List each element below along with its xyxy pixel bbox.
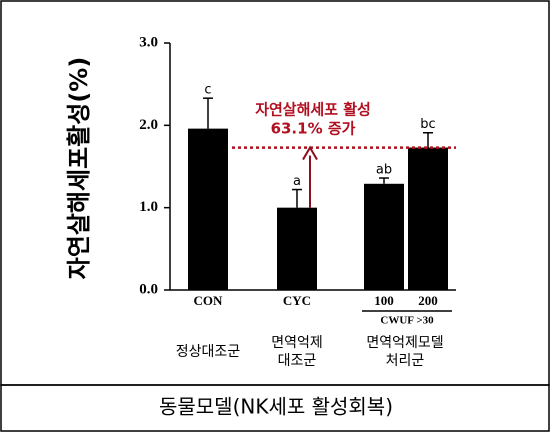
y-tick-label: 1.0 xyxy=(139,199,158,215)
y-tick-label: 3.0 xyxy=(139,34,158,50)
bar xyxy=(364,183,404,290)
subgroup-label: CWUF >30 xyxy=(380,315,434,327)
annotation: 63.1% 증가 xyxy=(271,120,356,138)
y-axis-label: 자연살해세포활성(%) xyxy=(65,57,93,280)
annotation: 자연살해세포 활성 xyxy=(255,101,371,119)
group-label: 면역억제모델 xyxy=(366,335,443,351)
bar xyxy=(277,207,317,290)
caption-frame xyxy=(0,384,550,432)
x-tick-label: 200 xyxy=(418,293,438,308)
x-tick-label: CYC xyxy=(283,293,311,308)
significance-label: bc xyxy=(420,117,435,132)
group-label: 처리군 xyxy=(386,353,425,369)
arrow-head xyxy=(302,145,318,161)
group-label: 면역억제 xyxy=(271,335,323,351)
bar xyxy=(188,128,228,290)
group-label: 대조군 xyxy=(278,353,317,369)
x-tick-label: CON xyxy=(194,293,224,308)
significance-label: a xyxy=(293,174,301,189)
bar xyxy=(408,147,448,290)
y-tick-label: 0.0 xyxy=(139,281,158,297)
group-label: 정상대조군 xyxy=(176,344,241,360)
significance-label: ab xyxy=(376,163,392,178)
significance-label: c xyxy=(204,83,211,98)
caption: 동물모델(NK세포 활성회복) xyxy=(159,395,393,419)
x-tick-label: 100 xyxy=(374,293,394,308)
y-tick-label: 2.0 xyxy=(139,117,158,133)
